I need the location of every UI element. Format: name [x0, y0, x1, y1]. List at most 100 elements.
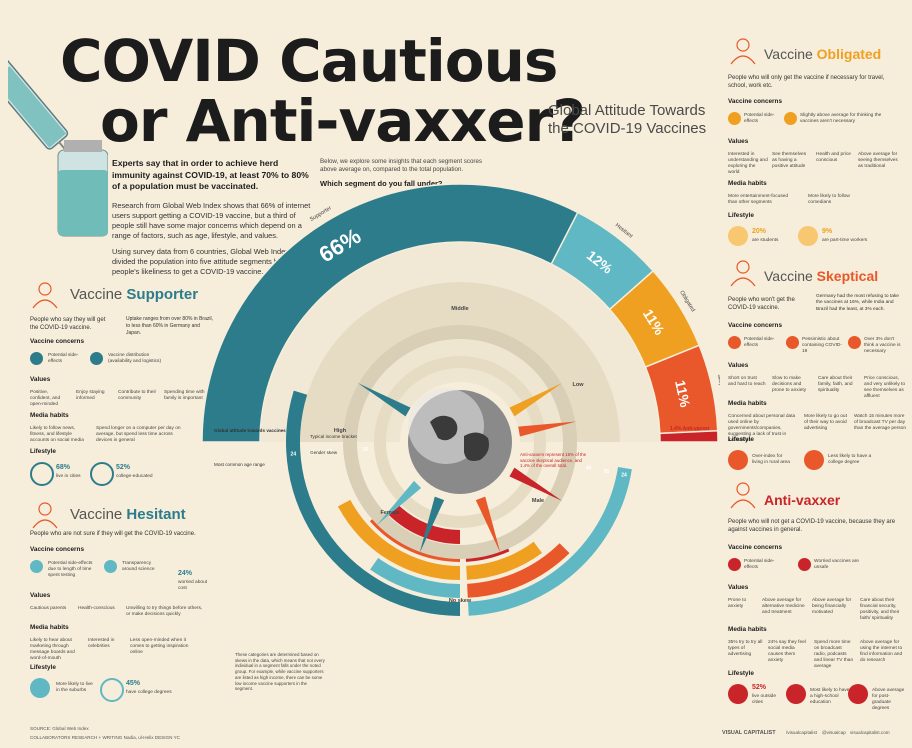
supporter-note: Uptake ranges from over 80% in Brazil, t…: [126, 316, 213, 336]
hesitant-person-icon: [32, 502, 58, 529]
obligated-values-label: Values: [728, 138, 749, 145]
pie-slice-anti-vaxxer: [659, 430, 719, 443]
title-line-1: COVID Cautious: [60, 27, 558, 95]
age-bar-right-value: 24: [621, 472, 627, 478]
house-icon: [30, 678, 50, 698]
obligated-value-3: Health and price conscious: [816, 152, 851, 163]
compass-needle: [376, 480, 422, 526]
antivaxxer-media-2: 24% say they feel social media causes th…: [768, 640, 806, 663]
bottom-note: These categories are determined based on…: [235, 652, 325, 691]
skeptical-lifestyle-label: Lifestyle: [728, 436, 754, 443]
antivaxxer-stat-3-label: Above average for post-graduate degrees: [872, 688, 905, 711]
supporter-concern-1: Potential side-effects: [48, 353, 79, 364]
unsafe-icon: [798, 558, 811, 571]
income-label: High: [334, 428, 347, 434]
pie-slice-supporter: [201, 183, 579, 443]
intro-paragraph-1: Research from Global Web Index shows tha…: [112, 200, 311, 240]
hesitant-media-3: Less open-minded when it comes to gettin…: [130, 638, 189, 655]
hesitant-media-2: Interested in celebrities: [88, 638, 115, 649]
pie-label-skeptical: 11%: [672, 379, 694, 410]
skeptical-value-1: Short on trust and hard to reach: [728, 376, 766, 387]
age-bar-right-value: 55: [604, 469, 610, 475]
skeptical-media-1: Concerned about personal data used onlin…: [728, 414, 796, 443]
age-bar-right-value: 45: [586, 466, 592, 472]
obligated-concerns-label: Vaccine concerns: [728, 98, 782, 105]
graduation-icon: [848, 684, 868, 704]
supporter-concerns-label: Vaccine concerns: [30, 338, 84, 345]
age-bar-right-skeptical: [467, 543, 570, 598]
pie-label-anti-vaxxer: 1.4% Anti-vaxxer: [670, 426, 710, 432]
income-label: Low: [573, 382, 585, 388]
background-ring: [260, 241, 660, 442]
supporter-title: Vaccine Supporter: [70, 286, 199, 303]
gender-label: Male: [532, 498, 544, 504]
footer-social-2[interactable]: @visualcap: [822, 730, 846, 735]
student-icon: [728, 226, 748, 246]
obligated-person-icon: [730, 38, 756, 65]
antivaxxer-concern-2: Worried vaccines are unsafe: [814, 559, 859, 570]
antivaxxer-stat-2-label: Most likely to have a high-school educat…: [810, 688, 850, 705]
antivaxxer-value-4: Care about their financial security, pos…: [860, 598, 900, 621]
hesitant-concerns-label: Vaccine concerns: [30, 546, 84, 553]
supporter-stat-2-label: college-educated: [116, 474, 153, 479]
hesitant-stat-2-value: 45%: [126, 680, 141, 687]
hesitant-value-2: Health-conscious: [78, 606, 115, 611]
antivaxxer-person-icon: [730, 482, 756, 509]
supporter-stat-1-label: live in cities: [56, 474, 81, 479]
footer-social-1[interactable]: /visualcapitalist: [786, 730, 817, 735]
supporter-stat-1-value: 68%: [56, 464, 71, 471]
supporter-value-4: Spending time with family is important: [164, 390, 205, 401]
footer-social-3[interactable]: visualcapitalist.com: [850, 730, 890, 735]
skeptical-media-2: More likely to go out of their way to av…: [804, 414, 847, 431]
antivaxxer-values-label: Values: [728, 584, 749, 591]
antivaxxer-stat-1-value: 52%: [752, 684, 767, 691]
intro-paragraph-2: Using survey data from 6 countries, Glob…: [112, 246, 305, 276]
supporter-lifestyle-label: Lifestyle: [30, 448, 56, 455]
supporter-desc: People who say they will get the COVID-1…: [30, 317, 106, 332]
obligated-title: Vaccine Obligated: [764, 46, 882, 62]
gender-skew-label: Gender skew: [310, 450, 338, 455]
antivaxxer-lifestyle-label: Lifestyle: [728, 670, 754, 677]
skeptical-note: Germany had the most refusing to take th…: [816, 294, 899, 312]
obligated-media-2: More likely to follow comedians: [808, 194, 850, 205]
side-effects-icon: [728, 112, 741, 125]
globe-continent: [464, 432, 489, 461]
age-bar-left-obligated: [337, 499, 460, 580]
antivaxxer-value-3: Above average for being financially moti…: [812, 598, 852, 615]
intro-text: Experts say that in order to achieve her…: [112, 158, 312, 283]
supporter-media-label: Media habits: [30, 412, 69, 419]
obligated-media-1: More entertainment-focused than other se…: [728, 194, 788, 205]
hesitant-lifestyle-label: Lifestyle: [30, 664, 56, 671]
syringe-icon: [848, 336, 861, 349]
supporter-value-1: Positive, confident, and open-minded: [30, 390, 61, 407]
pie-category-skeptical: Skeptical: [716, 374, 720, 397]
side-effects-icon: [728, 336, 741, 349]
intro-lead: Experts say that in order to achieve her…: [112, 158, 309, 192]
subtitle: Global Attitude Towards the COVID-19 Vac…: [548, 102, 707, 137]
science-icon: [104, 560, 117, 573]
antivaxxer-value-1: Prone to anxiety: [728, 598, 747, 609]
supporter-media-1: Likely to follow news, fitness, and life…: [30, 426, 84, 443]
skeptical-concerns-label: Vaccine concerns: [728, 322, 782, 329]
antivaxxer-desc: People who will not get a COVID-19 vacci…: [728, 519, 896, 534]
compass-needle: [475, 496, 501, 553]
skeptical-value-3: Care about their family, faith, and spir…: [818, 376, 853, 393]
obligated-concern-2: Slightly above average for thinking the …: [800, 113, 882, 124]
necessity-icon: [784, 112, 797, 125]
age-bar-value: 18: [309, 450, 315, 456]
hesitant-concern-3: worried about cost: [178, 580, 208, 591]
hesitant-value-3: Unwilling to try things before others, o…: [126, 606, 203, 617]
antivaxxer-media-label: Media habits: [728, 626, 767, 633]
skeptical-value-4: Price conscious, and very unlikely to se…: [864, 376, 906, 399]
hesitant-concern-stat: 24%: [178, 570, 193, 577]
skeptical-person-icon: [730, 260, 756, 287]
graduation-icon: [804, 450, 824, 470]
obligated-value-4: Above average for seeing themselves as t…: [858, 152, 898, 169]
income-label: Middle: [451, 306, 468, 312]
obligated-lifestyle-label: Lifestyle: [728, 212, 754, 219]
antivaxxer-title: Anti-vaxxer: [764, 492, 841, 508]
skeptical-concern-2: Pessimistic about containing COVID-19: [802, 337, 842, 354]
supporter-value-3: Contribute to their community: [118, 390, 157, 401]
obligated-stat-1-label: are students: [752, 238, 779, 243]
compass-needle: [357, 383, 411, 417]
